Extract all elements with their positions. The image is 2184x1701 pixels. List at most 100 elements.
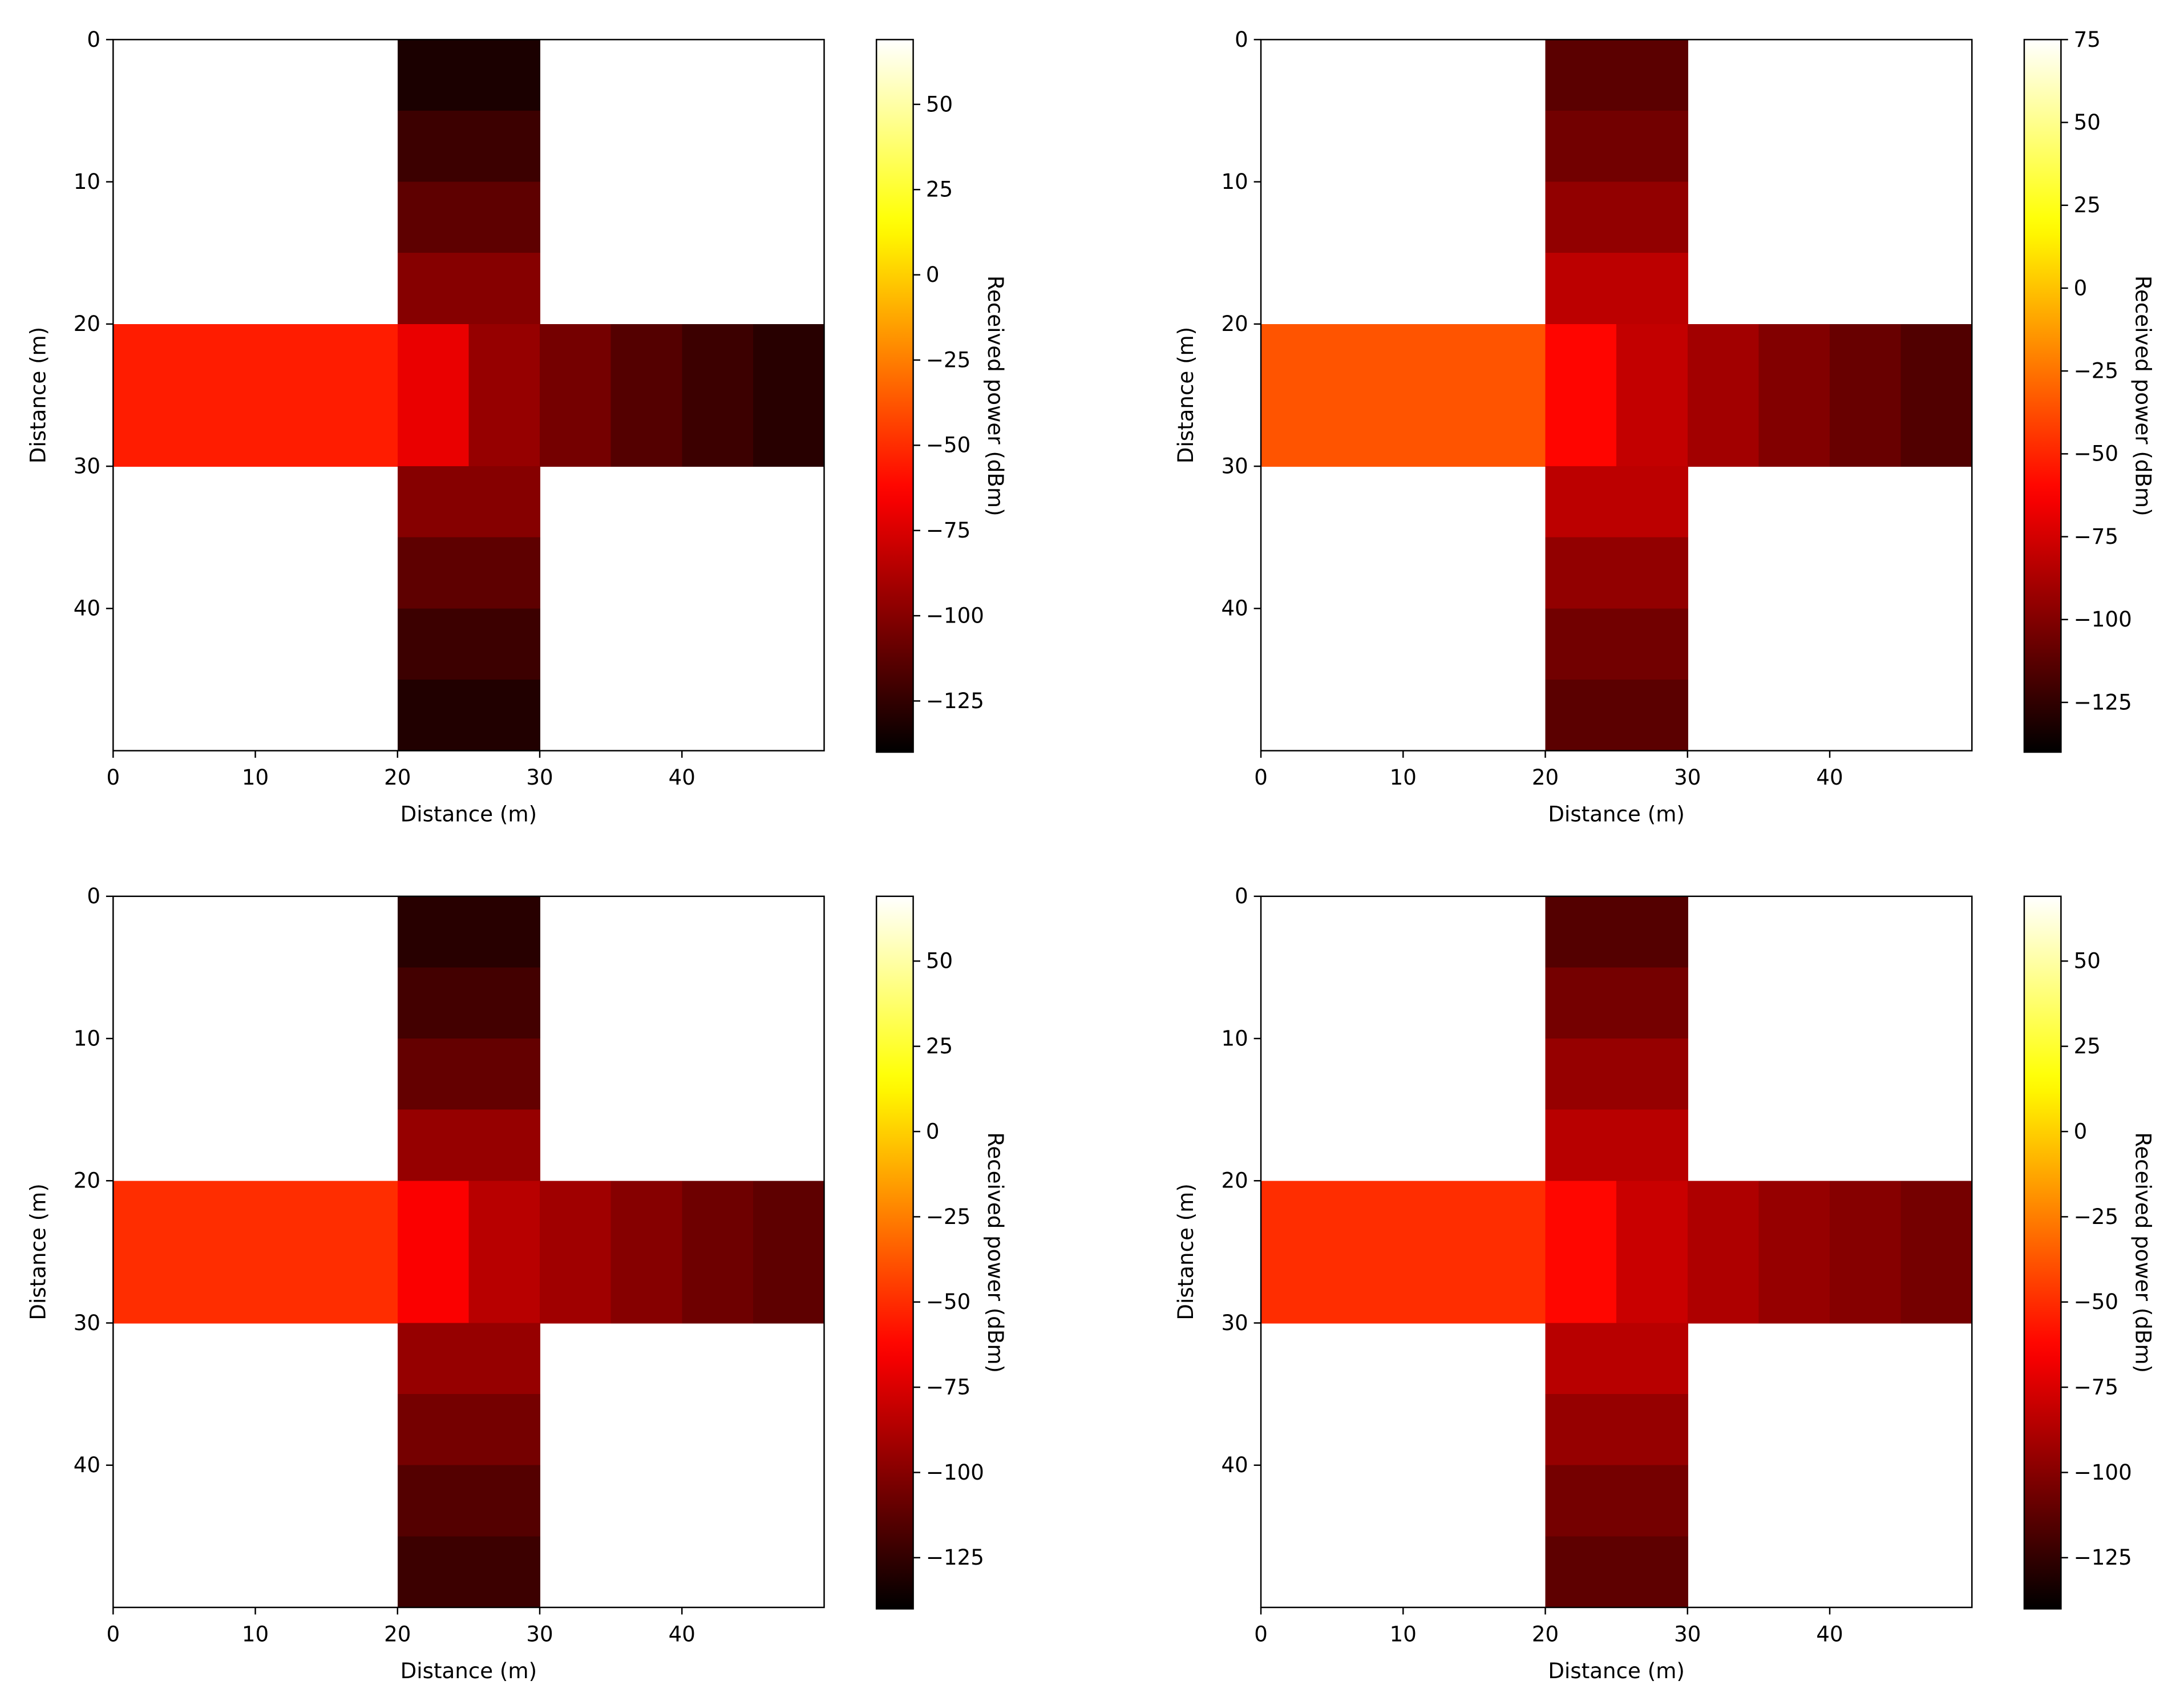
heatmap-cell <box>1545 896 1617 968</box>
heatmap-cell <box>397 1536 470 1608</box>
colorbar-label: Received power (dBm) <box>2131 276 2155 516</box>
heatmap-cell <box>468 324 541 396</box>
heatmap-cell <box>326 395 398 467</box>
y-tick-label: 0 <box>87 884 100 908</box>
heatmap-cell <box>753 395 825 467</box>
heatmap-cell <box>468 896 541 968</box>
heatmap-cell <box>468 679 541 751</box>
colorbar-tick-label: −125 <box>926 1545 984 1570</box>
y-tick-label: 40 <box>1221 1453 1248 1477</box>
colorbar-tick-label: 25 <box>926 1034 953 1058</box>
heatmap-cell <box>610 1181 683 1252</box>
colorbar-tick-label: −50 <box>2074 1290 2118 1314</box>
heatmap-cell <box>1545 1323 1617 1395</box>
heatmap-cell <box>1616 324 1688 396</box>
heatmap-cell <box>397 253 470 325</box>
heatmap-cell <box>1687 324 1760 396</box>
colorbar-tick-label: −125 <box>2074 690 2132 714</box>
heatmap-cell <box>397 537 470 609</box>
heatmap-cell <box>1616 608 1688 680</box>
heatmap-cell <box>468 395 541 467</box>
axes-frame <box>112 39 825 751</box>
colorbar-tick-label: −75 <box>2074 1375 2118 1400</box>
y-axis-label: Distance (m) <box>26 1183 50 1320</box>
heatmap-cell <box>468 1465 541 1537</box>
heatmap-cell <box>397 1465 470 1537</box>
heatmap-cell <box>610 395 683 467</box>
heatmap-cell <box>540 1251 612 1324</box>
heatmap-cell <box>682 1181 754 1252</box>
colorbar-tick-label: 25 <box>2074 193 2101 217</box>
heatmap-cell <box>1830 1251 1902 1324</box>
heatmap-cell <box>1261 1181 1333 1252</box>
heatmap-cell <box>1616 39 1688 111</box>
colorbar-tick-label: 50 <box>926 92 953 116</box>
colorbar-tick-label: 0 <box>2074 276 2088 300</box>
heatmap-cell <box>326 1181 398 1252</box>
heatmap-cell <box>1261 395 1333 467</box>
heatmap-cell <box>468 110 541 183</box>
x-tick-label: 10 <box>242 1622 269 1646</box>
heatmap-cell <box>682 395 754 467</box>
heatmap-cell <box>468 1323 541 1395</box>
y-tick-label: 0 <box>1235 884 1248 908</box>
y-axis-label: Distance (m) <box>26 327 50 463</box>
x-axis-label: Distance (m) <box>401 802 537 826</box>
axes-frame <box>112 895 825 1609</box>
heatmap-cell <box>1545 1536 1617 1608</box>
y-tick-label: 20 <box>74 312 100 336</box>
heatmap-cell <box>1616 1394 1688 1466</box>
heatmap-cell <box>1900 324 1973 396</box>
heatmap-cell <box>113 1251 185 1324</box>
heatmap-cell <box>1545 537 1617 609</box>
heatmap-cell <box>468 967 541 1040</box>
x-tick-label: 30 <box>1674 765 1701 790</box>
x-axis-label: Distance (m) <box>401 1659 537 1683</box>
y-tick-label: 20 <box>74 1169 100 1193</box>
colorbar-tick-label: 50 <box>926 949 953 973</box>
x-tick-label: 20 <box>384 765 411 790</box>
colorbar-label: Received power (dBm) <box>983 276 1008 516</box>
colorbar-tick-label: 75 <box>2074 27 2101 52</box>
heatmap-cell <box>397 896 470 968</box>
heatmap-cell <box>1545 608 1617 680</box>
heatmap-cell <box>1687 1251 1760 1324</box>
heatmap-cell <box>1545 110 1617 183</box>
heatmap-cell <box>1616 967 1688 1040</box>
heatmap-cell <box>255 324 327 396</box>
heatmap-cell <box>468 1394 541 1466</box>
subplot: 0 10 20 30 40 0 10 20 30 40 Distance (m) Distance (… <box>26 27 1008 827</box>
y-tick-label: 40 <box>74 596 100 621</box>
heatmap-cell <box>1616 181 1688 254</box>
heatmap-cell <box>1545 39 1617 111</box>
heatmap-cell <box>1616 466 1688 538</box>
heatmap-cell <box>1474 324 1546 396</box>
y-tick-label: 30 <box>74 454 100 478</box>
y-tick-label: 20 <box>1221 312 1248 336</box>
y-tick-label: 10 <box>1221 1026 1248 1051</box>
heatmap-cell <box>397 1181 470 1252</box>
y-axis-label: Distance (m) <box>1174 1183 1198 1320</box>
x-tick-label: 0 <box>1254 1622 1268 1646</box>
heatmap-cell <box>113 395 185 467</box>
heatmap-cell <box>1687 1181 1760 1252</box>
colorbar-tick-label: −100 <box>2074 607 2132 632</box>
heatmap-cell <box>1261 1251 1333 1324</box>
heatmap-cell <box>1474 1251 1546 1324</box>
heatmap-cell <box>255 395 327 467</box>
heatmap-cell <box>397 1109 470 1182</box>
heatmap-cell <box>468 1536 541 1608</box>
x-tick-label: 10 <box>1390 1622 1417 1646</box>
heatmap-cell <box>1830 324 1902 396</box>
colorbar-tick-label: −25 <box>926 348 970 372</box>
heatmap-cell <box>1616 1323 1688 1395</box>
heatmap-cell <box>1616 1536 1688 1608</box>
heatmap-cell <box>1616 537 1688 609</box>
colorbar <box>875 895 914 1610</box>
y-tick-label: 40 <box>74 1453 100 1477</box>
heatmap-cell <box>468 39 541 111</box>
colorbar <box>875 39 914 753</box>
heatmap-cell <box>1830 395 1902 467</box>
heatmap-cell <box>468 1251 541 1324</box>
